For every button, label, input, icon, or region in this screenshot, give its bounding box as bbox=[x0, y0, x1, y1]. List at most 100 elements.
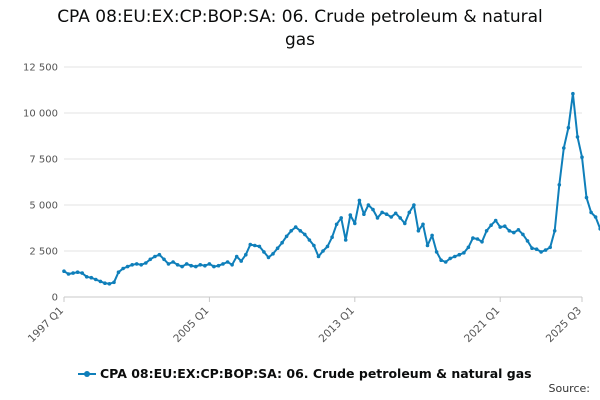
data-point bbox=[166, 262, 171, 266]
data-point bbox=[216, 263, 221, 268]
data-point bbox=[357, 198, 362, 203]
data-point bbox=[230, 263, 234, 267]
data-point bbox=[89, 275, 94, 280]
data-point bbox=[139, 263, 143, 267]
data-point bbox=[353, 221, 357, 226]
data-point bbox=[343, 238, 348, 242]
gridlines bbox=[64, 66, 582, 298]
data-point bbox=[575, 135, 580, 139]
legend-line-marker-icon bbox=[78, 369, 96, 379]
data-point bbox=[307, 238, 312, 242]
data-point bbox=[316, 254, 321, 259]
data-point bbox=[539, 250, 543, 254]
data-point bbox=[103, 281, 107, 286]
chart-title: CPA 08:EU:EX:CP:BOP:SA: 06. Crude petrol… bbox=[0, 6, 600, 52]
series-line bbox=[63, 92, 600, 285]
legend[interactable]: CPA 08:EU:EX:CP:BOP:SA: 06. Crude petrol… bbox=[78, 366, 532, 381]
data-point bbox=[234, 254, 239, 259]
data-point bbox=[434, 250, 439, 254]
data-point bbox=[221, 262, 225, 266]
data-point bbox=[534, 247, 539, 251]
data-point bbox=[498, 225, 503, 229]
x-axis-ticks: 1997 Q1 2005 Q1 2013 Q1 2021 Q1 2025 Q3 bbox=[26, 297, 584, 345]
data-point bbox=[589, 210, 593, 215]
data-point bbox=[244, 252, 248, 257]
chart-title-line-2: gas bbox=[284, 30, 316, 50]
data-point bbox=[430, 233, 434, 238]
data-point bbox=[121, 266, 125, 271]
data-point bbox=[284, 234, 289, 239]
data-point bbox=[212, 264, 216, 269]
x-tick-label: 2013 Q1 bbox=[317, 305, 357, 345]
data-point bbox=[566, 125, 571, 130]
data-point bbox=[552, 229, 557, 233]
data-point bbox=[416, 229, 421, 233]
data-point bbox=[462, 251, 466, 255]
data-point bbox=[448, 256, 453, 261]
y-tick-label: 12 500 bbox=[23, 63, 58, 74]
data-point bbox=[80, 271, 84, 275]
data-point bbox=[503, 224, 507, 228]
data-point bbox=[248, 242, 253, 247]
data-point bbox=[75, 270, 80, 275]
data-point bbox=[525, 239, 530, 243]
data-point bbox=[66, 272, 71, 276]
data-point bbox=[362, 212, 366, 216]
data-point bbox=[412, 203, 416, 207]
data-point bbox=[557, 183, 562, 187]
data-point bbox=[225, 260, 230, 264]
series-line-group bbox=[62, 91, 600, 286]
y-tick-label: 0 bbox=[52, 293, 58, 304]
data-point bbox=[289, 229, 294, 233]
data-point bbox=[98, 279, 103, 284]
data-point bbox=[194, 264, 198, 269]
data-point bbox=[198, 263, 203, 267]
data-point bbox=[312, 243, 316, 248]
data-point bbox=[389, 215, 394, 219]
data-point bbox=[475, 237, 480, 241]
data-point bbox=[275, 246, 280, 250]
data-point bbox=[293, 225, 298, 229]
data-point bbox=[457, 252, 462, 257]
data-point bbox=[439, 258, 443, 263]
data-point bbox=[407, 210, 412, 215]
data-point bbox=[425, 243, 430, 248]
data-point bbox=[507, 229, 512, 233]
data-point bbox=[543, 248, 548, 252]
data-point bbox=[116, 270, 121, 275]
data-point bbox=[516, 228, 521, 232]
data-point bbox=[493, 218, 498, 223]
data-point bbox=[153, 254, 157, 259]
data-point bbox=[593, 215, 598, 219]
data-point bbox=[330, 235, 334, 239]
data-point bbox=[107, 282, 112, 286]
data-point bbox=[334, 222, 339, 227]
chart-title-line-1: CPA 08:EU:EX:CP:BOP:SA: 06. Crude petrol… bbox=[57, 7, 543, 27]
data-point bbox=[144, 261, 148, 265]
data-point bbox=[403, 221, 407, 226]
data-point bbox=[398, 216, 403, 220]
y-tick-label: 2 500 bbox=[29, 247, 58, 258]
data-point bbox=[257, 244, 262, 249]
data-point bbox=[262, 250, 266, 254]
data-point bbox=[175, 263, 180, 267]
data-point bbox=[380, 210, 384, 215]
data-point bbox=[271, 252, 275, 256]
data-point bbox=[375, 216, 380, 220]
data-point bbox=[471, 236, 475, 240]
data-point bbox=[530, 246, 534, 250]
data-point bbox=[521, 232, 525, 237]
data-point bbox=[71, 271, 75, 275]
data-point bbox=[393, 211, 398, 216]
data-point bbox=[148, 257, 153, 262]
source-label[interactable]: Source: bbox=[548, 382, 591, 395]
data-point bbox=[321, 249, 325, 253]
data-point bbox=[466, 245, 471, 250]
x-tick-label: 1997 Q1 bbox=[26, 305, 66, 345]
data-point bbox=[562, 146, 566, 150]
data-point bbox=[84, 275, 89, 279]
data-point bbox=[162, 257, 166, 262]
y-axis-ticks: 0 2 500 5 000 7 500 10 000 12 500 bbox=[23, 63, 58, 304]
data-point bbox=[94, 277, 98, 282]
